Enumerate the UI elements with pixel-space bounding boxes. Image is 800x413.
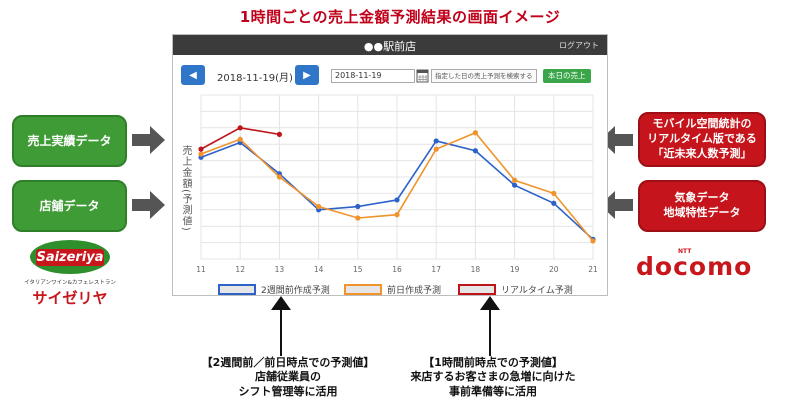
ntt-logo-text: NTT bbox=[678, 248, 692, 255]
right-arrow-icon-2 bbox=[600, 191, 633, 219]
prev-arrow-icon: ◀ bbox=[189, 69, 197, 81]
y-axis-label: 売上金額(予測値) bbox=[180, 145, 191, 232]
data-point-0 bbox=[355, 203, 361, 210]
note-two-week-forecast: 【2週間前／前日時点での予測値】 店舗従業員の シフト管理等に活用 bbox=[178, 356, 398, 399]
docomo-logo-text: docomo bbox=[636, 252, 753, 281]
data-point-2 bbox=[237, 125, 243, 131]
right-up-arrow-icon bbox=[480, 296, 500, 356]
store-data-label: 店舗データ bbox=[39, 198, 100, 213]
next-arrow-icon: ▶ bbox=[303, 69, 311, 81]
data-point-1 bbox=[590, 238, 596, 244]
left-up-arrow-icon bbox=[271, 296, 291, 356]
note-left-line3: シフト管理等に活用 bbox=[238, 384, 338, 398]
x-tick-label: 19 bbox=[510, 265, 520, 274]
today-sales-button[interactable]: 本日の売上 bbox=[543, 69, 591, 83]
data-point-1 bbox=[237, 136, 243, 142]
data-point-1 bbox=[394, 212, 400, 218]
x-tick-label: 15 bbox=[353, 265, 363, 274]
saizeriya-logo-sub: イタリアンワイン&カフェレストラン bbox=[24, 280, 116, 286]
left-arrow-icon-1 bbox=[132, 126, 165, 154]
note-one-hour-forecast: 【1時間前時点での予測値】 来店するお客さまの急増に向けた 事前準備等に活用 bbox=[398, 356, 588, 399]
weather-data-line1: 気象データ bbox=[674, 191, 730, 205]
x-tick-label: 11 bbox=[196, 265, 206, 274]
data-point-1 bbox=[472, 130, 478, 136]
data-point-1 bbox=[512, 177, 518, 183]
legend-label-2: リアルタイム予測 bbox=[501, 284, 573, 295]
x-tick-label: 16 bbox=[392, 265, 402, 274]
app-screen: ●●駅前店 ログアウト ◀ 2018-11-19(月) ▶ 2018-11-19… bbox=[172, 34, 608, 296]
data-point-0 bbox=[433, 138, 439, 144]
mobile-stats-line3: 「近未来人数予測」 bbox=[652, 146, 752, 160]
x-tick-label: 13 bbox=[275, 265, 285, 274]
sales-results-data-box: 売上実績データ bbox=[12, 115, 127, 167]
calendar-icon[interactable] bbox=[416, 68, 429, 83]
docomo-logo: NTT docomo bbox=[636, 248, 771, 288]
data-point-0 bbox=[394, 197, 400, 203]
data-point-1 bbox=[355, 215, 361, 221]
sales-forecast-chart: 11 12 13 14 15 16 17 18 19 20 21 2週間前作成予測 前日作成予測 リアルタ… bbox=[196, 94, 598, 295]
data-point-1 bbox=[551, 190, 557, 196]
mobile-stats-line2: リアルタイム版である bbox=[647, 132, 757, 146]
search-forecast-button[interactable]: 指定した日の売上予測を検索する bbox=[431, 69, 537, 83]
x-tick-label: 12 bbox=[235, 265, 245, 274]
note-left-line1: 【2週間前／前日時点での予測値】 bbox=[201, 356, 375, 369]
legend-swatch-0 bbox=[218, 284, 256, 295]
saizeriya-logo-jp: サイゼリヤ bbox=[32, 289, 108, 307]
next-date-button[interactable]: ▶ bbox=[295, 65, 319, 85]
x-tick-label: 17 bbox=[431, 265, 441, 274]
x-tick-label: 21 bbox=[588, 265, 598, 274]
data-point-0 bbox=[472, 148, 478, 154]
date-input[interactable]: 2018-11-19 bbox=[331, 69, 415, 83]
weather-data-line2: 地域特性データ bbox=[663, 206, 741, 219]
weather-area-data-box: 気象データ 地域特性データ bbox=[638, 180, 766, 232]
logout-link[interactable]: ログアウト bbox=[559, 41, 599, 50]
saizeriya-logo-en: Saizeriya bbox=[36, 249, 104, 266]
right-arrow-icon-1 bbox=[600, 126, 633, 154]
data-point-0 bbox=[551, 200, 557, 206]
mobile-stats-line1: モバイル空間統計の bbox=[652, 117, 752, 131]
x-tick-label: 20 bbox=[549, 265, 559, 274]
data-point-1 bbox=[433, 146, 439, 152]
prev-date-button[interactable]: ◀ bbox=[181, 65, 205, 85]
header-bar: ●●駅前店 ログアウト bbox=[173, 35, 607, 55]
mobile-spatial-stats-box: モバイル空間統計の リアルタイム版である 「近未来人数予測」 bbox=[638, 112, 766, 167]
legend-label-0: 2週間前作成予測 bbox=[261, 284, 330, 295]
data-point-2 bbox=[198, 146, 204, 152]
store-name: ●●駅前店 bbox=[363, 40, 417, 53]
x-tick-label: 14 bbox=[314, 265, 324, 274]
x-tick-label: 18 bbox=[471, 265, 481, 274]
note-left-line2: 店舗従業員の bbox=[255, 370, 321, 384]
legend-label-1: 前日作成予測 bbox=[387, 284, 441, 295]
data-point-1 bbox=[316, 203, 322, 210]
page-title: 1時間ごとの売上金額予測結果の画面イメージ bbox=[239, 8, 561, 26]
legend-swatch-1 bbox=[344, 284, 382, 295]
current-date: 2018-11-19(月) bbox=[217, 73, 293, 84]
sales-results-data-label: 売上実績データ bbox=[27, 133, 112, 148]
data-point-1 bbox=[198, 151, 204, 157]
data-point-2 bbox=[276, 131, 282, 137]
saizeriya-logo: Saizeriya イタリアンワイン&カフェレストラン サイゼリヤ bbox=[14, 240, 124, 315]
note-right-line2: 来店するお客さまの急増に向けた bbox=[410, 370, 576, 384]
note-right-line3: 事前準備等に活用 bbox=[449, 384, 537, 398]
legend-swatch-2 bbox=[458, 284, 496, 295]
store-data-box: 店舗データ bbox=[12, 180, 127, 232]
note-right-line1: 【1時間前時点での予測値】 bbox=[423, 356, 563, 369]
data-point-1 bbox=[276, 174, 282, 180]
data-point-0 bbox=[512, 182, 518, 188]
left-arrow-icon-2 bbox=[132, 191, 165, 219]
